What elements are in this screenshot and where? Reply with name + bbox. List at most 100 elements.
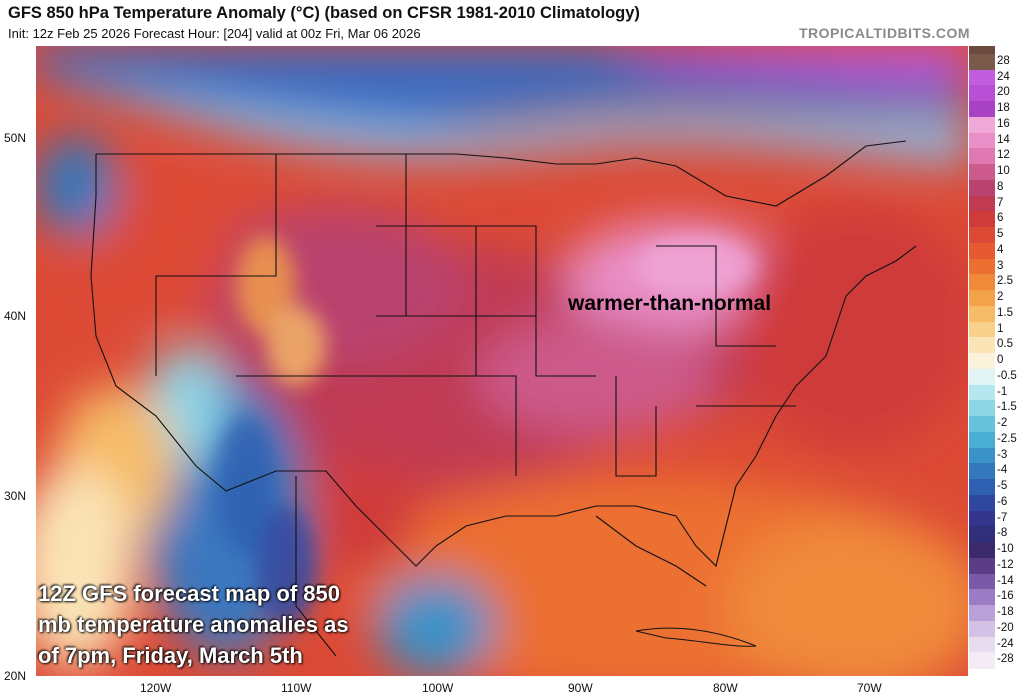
colorbar-swatch <box>969 227 995 244</box>
lat-label-40n: 40N <box>4 309 27 323</box>
colorbar-label: -8 <box>997 527 1008 540</box>
colorbar-label: 18 <box>997 102 1010 114</box>
colorbar-label: -6 <box>997 495 1008 508</box>
colorbar-label: -2.5 <box>997 432 1017 445</box>
colorbar-label: 24 <box>997 70 1010 83</box>
colorbar-swatch <box>969 605 995 622</box>
colorbar-swatch <box>969 337 995 354</box>
colorbar-label: -18 <box>997 606 1014 618</box>
lat-label-50n: 50N <box>4 131 27 145</box>
lon-label-100w: 100W <box>422 681 454 695</box>
colorbar-label: -3 <box>997 448 1008 461</box>
colorbar-swatch <box>969 164 995 181</box>
colorbar-label: -24 <box>997 637 1014 650</box>
colorbar-label: -7 <box>997 511 1008 524</box>
map-svg <box>36 46 968 676</box>
colorbar-label: -4 <box>997 464 1008 477</box>
colorbar-label: 2 <box>997 291 1004 303</box>
colorbar-swatch <box>969 290 995 307</box>
colorbar-label: 1.5 <box>997 306 1013 319</box>
lat-label-30n: 30N <box>4 489 27 503</box>
anomaly-map <box>36 46 968 676</box>
lon-label-110w: 110W <box>281 681 312 695</box>
colorbar-label: -1 <box>997 385 1008 398</box>
colorbar-swatch <box>969 258 995 275</box>
colorbar-swatch <box>969 69 995 86</box>
lat-label-20n: 20N <box>4 669 27 683</box>
colorbar-label: -28 <box>997 653 1014 666</box>
colorbar-label: 3 <box>997 259 1004 272</box>
anomaly-detail <box>216 236 756 626</box>
colorbar-swatch <box>969 101 995 118</box>
colorbar-swatch <box>969 242 995 260</box>
cuba-outline <box>635 627 757 647</box>
colorbar-swatch <box>969 400 995 417</box>
colorbar-label: -16 <box>997 590 1014 603</box>
colorbar-label: -1.5 <box>997 401 1017 414</box>
colorbar <box>969 46 995 676</box>
colorbar-swatch <box>969 447 995 464</box>
colorbar-swatch <box>969 132 995 149</box>
colorbar-swatch <box>969 620 995 638</box>
colorbar-swatch <box>969 494 995 512</box>
borders <box>90 140 917 657</box>
colorbar-label: 28 <box>997 54 1010 67</box>
lon-label-90w: 90W <box>568 681 593 695</box>
map-title: GFS 850 hPa Temperature Anomaly (°C) (ba… <box>8 4 640 22</box>
colorbar-swatch <box>969 321 995 338</box>
colorbar-label: -5 <box>997 480 1008 492</box>
colorbar-label: -14 <box>997 574 1014 587</box>
colorbar-label: -2 <box>997 417 1008 429</box>
caption-line-1: 12Z GFS forecast map of 850 <box>38 581 340 606</box>
colorbar-swatch <box>969 274 995 291</box>
colorbar-label: 20 <box>997 86 1010 99</box>
colorbar-swatch <box>969 85 995 102</box>
colorbar-cap <box>969 46 995 54</box>
lon-label-80w: 80W <box>713 681 738 695</box>
colorbar-label: -0.5 <box>997 369 1017 382</box>
colorbar-label: -12 <box>997 558 1014 571</box>
colorbar-label: -20 <box>997 621 1014 634</box>
colorbar-swatch <box>969 353 995 370</box>
brand-watermark: TROPICALTIDBITS.COM <box>798 25 970 41</box>
colorbar-label: 0 <box>997 354 1004 366</box>
colorbar-label: 6 <box>997 212 1004 225</box>
colorbar-label: 5 <box>997 228 1004 240</box>
warm-anomaly-label: warmer-than-normal <box>568 292 772 315</box>
colorbar-swatch <box>969 557 995 575</box>
colorbar-swatch <box>969 384 995 401</box>
forecast-caption: 12Z GFS forecast map of 850 mb temperatu… <box>38 578 349 671</box>
colorbar-label: 8 <box>997 180 1004 193</box>
colorbar-label: 16 <box>997 117 1010 130</box>
colorbar-swatch <box>969 589 995 606</box>
colorbar-swatch <box>969 179 995 197</box>
colorbar-label: 0.5 <box>997 338 1013 351</box>
colorbar-swatch <box>969 636 995 653</box>
colorbar-label: 7 <box>997 196 1004 209</box>
map-subtitle: Init: 12z Feb 25 2026 Forecast Hour: [20… <box>8 26 421 41</box>
lon-label-120w: 120W <box>140 681 172 695</box>
colorbar-label: 10 <box>997 165 1010 177</box>
caption-line-2: mb temperature anomalies as <box>38 612 349 637</box>
colorbar-swatch <box>969 463 995 480</box>
colorbar-swatch <box>969 431 995 449</box>
colorbar-swatch <box>969 116 995 134</box>
lon-label-70w: 70W <box>857 681 882 695</box>
colorbar-swatch <box>969 526 995 543</box>
colorbar-swatch <box>969 148 995 165</box>
colorbar-swatch <box>969 416 995 433</box>
colorbar-label: 14 <box>997 133 1010 146</box>
colorbar-swatch <box>969 368 995 386</box>
colorbar-label: -10 <box>997 543 1014 555</box>
colorbar-swatch <box>969 573 995 590</box>
colorbar-swatch <box>969 510 995 527</box>
colorbar-label: 4 <box>997 243 1004 256</box>
colorbar-swatch <box>969 211 995 228</box>
caption-line-3: of 7pm, Friday, March 5th <box>38 643 303 668</box>
colorbar-swatch <box>969 195 995 212</box>
colorbar-label: 2.5 <box>997 275 1013 288</box>
colorbar-swatch <box>969 53 995 71</box>
colorbar-swatch <box>969 542 995 559</box>
colorbar-label: 1 <box>997 322 1004 335</box>
colorbar-label: 12 <box>997 149 1010 162</box>
